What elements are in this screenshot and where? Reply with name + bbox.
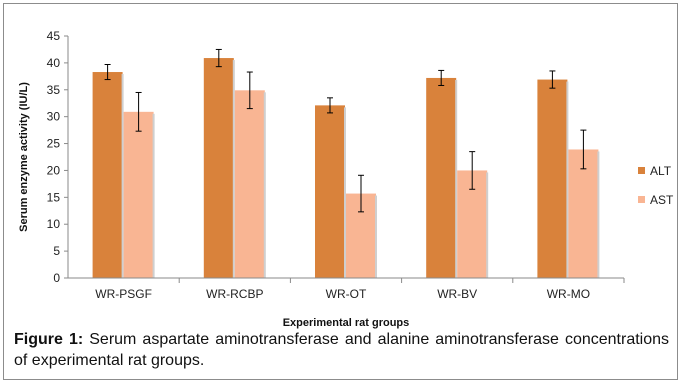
y-axis-label: Serum enzyme activity (IU/L) [18, 82, 30, 232]
x-tick-label: WR-BV [437, 287, 477, 301]
y-tick-label: 35 [47, 83, 61, 97]
bar-alt [92, 72, 123, 278]
y-tick-label: 40 [47, 56, 61, 70]
caption-text: Serum aspartate aminotransferase and ala… [14, 331, 670, 369]
bar-shadow [597, 151, 600, 278]
y-tick-label: 20 [47, 163, 61, 177]
y-tick-label: 5 [53, 244, 60, 258]
bar-shadow [566, 81, 569, 278]
bar-shadow [375, 195, 377, 278]
y-tick-label: 10 [47, 217, 61, 231]
bar-shadow [455, 79, 458, 279]
bar-ast [234, 90, 265, 278]
bar-shadow [486, 172, 489, 278]
x-axis: WR-PSGF WR-RCBP WR-OT WR-BV WR-MO [68, 277, 625, 301]
bar-shadow [121, 74, 124, 278]
bar-shadow [152, 113, 155, 279]
figure-caption: Figure 1: Serum aspartate aminotransfera… [14, 329, 669, 371]
y-axis: 0 5 10 15 20 25 30 35 40 45 [47, 29, 69, 285]
bar-ast [123, 111, 154, 279]
caption-label: Figure 1: [14, 331, 84, 348]
y-tick-label: 25 [47, 137, 61, 151]
x-tick-label: WR-OT [326, 287, 367, 301]
bar-alt [203, 58, 234, 278]
legend-swatch-ast [638, 196, 645, 203]
bar-alt [315, 105, 345, 278]
figure-frame: 0 5 10 15 20 25 30 35 40 45 WR-PSGF WR-RCBP WR-OT WR… [3, 3, 678, 380]
bar-shadow [344, 107, 346, 278]
bar-shadow [232, 60, 235, 278]
legend: ALT AST [638, 164, 674, 207]
x-tick-label: WR-PSGF [95, 287, 152, 301]
y-tick-label: 45 [47, 29, 61, 43]
x-tick-label: WR-RCBP [206, 287, 263, 301]
x-axis-label: Experimental rat groups [283, 317, 410, 329]
legend-swatch-alt [638, 167, 645, 174]
legend-label-alt: ALT [650, 164, 672, 178]
y-tick-label: 30 [47, 110, 61, 124]
bar-alt [426, 77, 457, 279]
y-tick-label: 0 [53, 271, 60, 285]
bar-shadow [263, 92, 266, 278]
bars [92, 48, 600, 279]
legend-label-ast: AST [650, 193, 674, 207]
y-tick-label: 15 [47, 190, 61, 204]
bar-ast [568, 149, 599, 278]
bar-alt [537, 79, 568, 278]
x-tick-label: WR-MO [547, 287, 590, 301]
